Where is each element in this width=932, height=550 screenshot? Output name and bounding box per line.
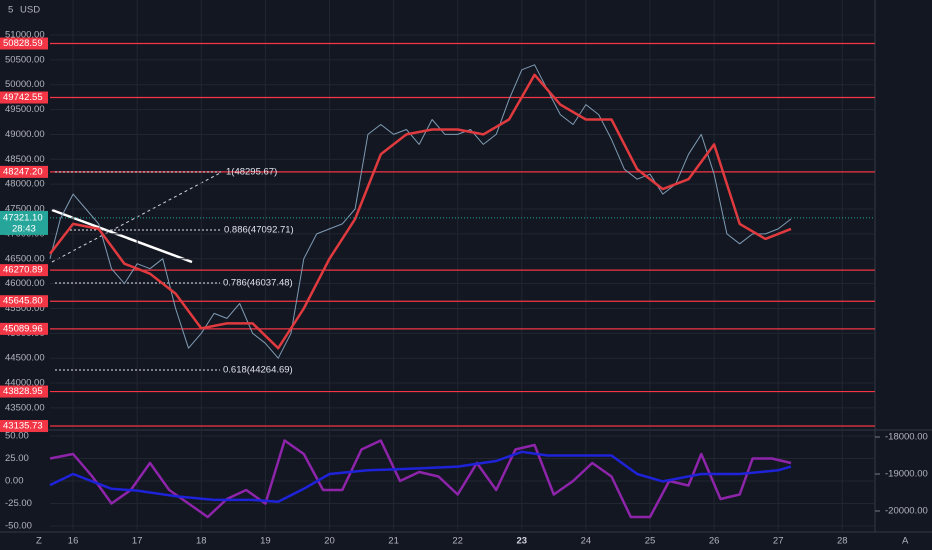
level-label-box <box>0 264 48 277</box>
level-label-box <box>0 385 48 398</box>
y-tick-label: 44000.00 <box>5 378 45 389</box>
y-tick-label: -25.00 <box>5 498 32 509</box>
level-label-box <box>0 91 48 104</box>
level-label: 46270.89 <box>3 265 43 276</box>
y-tick-label: 46500.00 <box>5 253 45 264</box>
x-tick-label: 20 <box>324 536 335 547</box>
y2-tick-label: -19000.00 <box>885 469 928 480</box>
x-tick-label: 22 <box>452 536 463 547</box>
level-label: 43828.95 <box>3 386 43 397</box>
y-tick-label: 46000.00 <box>5 278 45 289</box>
x-tick-label: 28 <box>837 536 848 547</box>
fib-label: 0.886(47092.71) <box>224 225 294 236</box>
y2-tick-label: -20000.00 <box>885 505 928 516</box>
y-tick-label: 50.00 <box>5 431 29 442</box>
level-label-box <box>0 165 48 178</box>
y-tick-label: 47500.00 <box>5 204 45 215</box>
level-label: 48247.20 <box>3 166 43 177</box>
y-tick-label: 43500.00 <box>5 402 45 413</box>
current-price-box <box>0 210 48 235</box>
y2-tick-label: -18000.00 <box>885 432 928 443</box>
series-line <box>49 64 792 359</box>
x-tick-label: 26 <box>709 536 720 547</box>
fib-label: 0.786(46037.48) <box>223 278 293 289</box>
y-tick-label: 45500.00 <box>5 303 45 314</box>
series-line <box>49 73 792 350</box>
y-tick-label: 51000.00 <box>5 30 45 41</box>
footer-right[interactable]: A <box>902 536 909 547</box>
y-tick-label: 49500.00 <box>5 104 45 115</box>
x-tick-label: 23 <box>517 536 528 547</box>
fib-label: 0.618(44264.69) <box>223 365 293 376</box>
level-label-box <box>0 295 48 308</box>
y-tick-label: 49000.00 <box>5 129 45 140</box>
level-label-box <box>0 322 48 335</box>
series-line <box>49 450 792 503</box>
x-tick-label: 17 <box>132 536 143 547</box>
level-label-box <box>0 37 48 50</box>
countdown: 28:43 <box>12 223 36 234</box>
y-tick-label: 48500.00 <box>5 154 45 165</box>
x-tick-label: 25 <box>645 536 656 547</box>
y-tick-label: 44500.00 <box>5 353 45 364</box>
interval: 5 <box>8 5 13 16</box>
x-tick-label: 21 <box>388 536 399 547</box>
x-tick-label: 24 <box>581 536 592 547</box>
level-label: 50828.59 <box>3 38 43 49</box>
trend-line <box>51 208 193 264</box>
level-label: 45645.80 <box>3 296 43 307</box>
y-tick-label: -50.00 <box>5 521 32 532</box>
level-label: 49742.55 <box>3 92 43 103</box>
level-label: 43135.73 <box>3 421 43 432</box>
x-tick-label: 16 <box>68 536 79 547</box>
x-tick-label: 27 <box>773 536 784 547</box>
y-tick-label: 50000.00 <box>5 79 45 90</box>
fib-label: 1(48295.67) <box>226 167 277 178</box>
current-price-label: 47321.10 <box>3 212 43 223</box>
x-tick-label: 19 <box>260 536 271 547</box>
y-tick-label: 25.00 <box>5 453 29 464</box>
level-label: 45089.96 <box>3 323 43 334</box>
y-tick-label: 50500.00 <box>5 54 45 65</box>
currency: USD <box>20 5 40 16</box>
footer-left[interactable]: Z <box>36 536 42 547</box>
x-tick-label: 18 <box>196 536 207 547</box>
y-tick-label: 48000.00 <box>5 179 45 190</box>
y-tick-label: 0.00 <box>5 476 24 487</box>
level-label-box <box>0 420 48 433</box>
